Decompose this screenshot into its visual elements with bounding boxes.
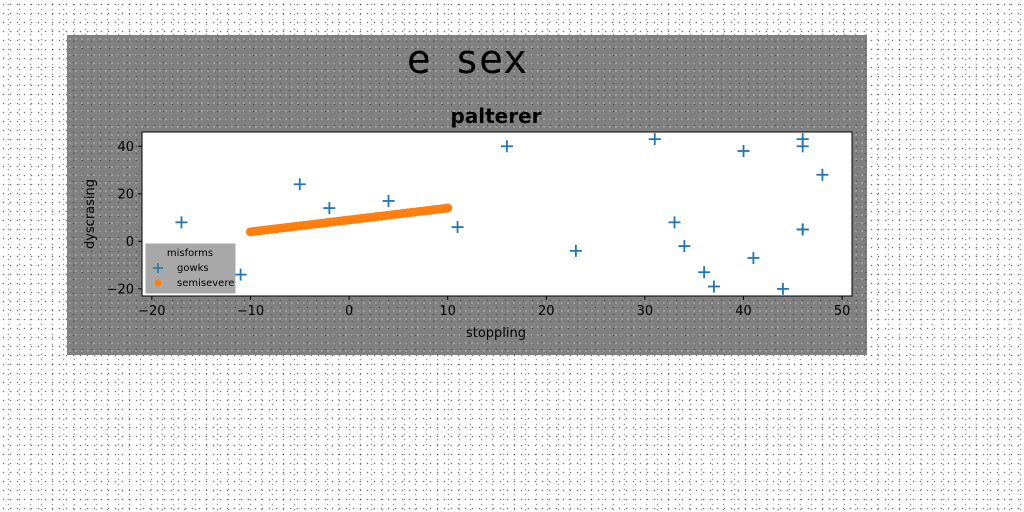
legend-marker-gowks [153, 263, 163, 273]
y-tick-label: −20 [107, 282, 134, 297]
scatter-point-gowks [293, 178, 306, 191]
y-tick-label: 20 [117, 187, 134, 202]
y-tick-label: 40 [117, 140, 134, 155]
scatter-point-gowks [382, 194, 395, 207]
scatter-chart: e sex palterer −20 −10 0 10 20 30 40 50 −20 0 20 4… [83, 37, 853, 341]
scatter-point-gowks [776, 282, 789, 295]
scatter-point-gowks [737, 145, 750, 158]
scatter-point-gowks [698, 266, 711, 279]
scatter-point-gowks [175, 216, 188, 229]
legend-label-semisevere: semisevere [177, 278, 234, 289]
y-axis-label: dyscrasing [83, 179, 98, 249]
scatter-point-gowks [234, 268, 247, 281]
x-tick-label: 50 [834, 304, 851, 319]
scatter-point-gowks [796, 223, 809, 236]
x-tick-label: 10 [439, 304, 456, 319]
x-tick-label: −20 [138, 304, 165, 319]
y-tick-label: 0 [126, 235, 134, 250]
legend: misforms gowks semisevere [145, 243, 236, 294]
chart-title: palterer [450, 104, 541, 128]
legend-title: misforms [167, 248, 213, 259]
data-marks [175, 133, 829, 295]
plot-area [141, 131, 853, 297]
scatter-point-gowks [500, 140, 513, 153]
x-tick-label: 0 [345, 304, 353, 319]
scatter-point-gowks [668, 216, 681, 229]
y-axis: −20 0 20 40 [107, 140, 142, 297]
scatter-point-gowks [678, 240, 691, 253]
scatter-point-gowks [707, 280, 720, 293]
figure-title: e sex [407, 37, 527, 83]
scatter-point-gowks [451, 221, 464, 234]
x-axis-label: stoppling [466, 326, 526, 341]
x-tick-label: −10 [237, 304, 264, 319]
x-tick-label: 30 [637, 304, 654, 319]
figure: e sex palterer −20 −10 0 10 20 30 40 50 −20 0 20 4… [67, 35, 867, 355]
legend-marker-semisevere [154, 279, 162, 287]
x-axis: −20 −10 0 10 20 30 40 50 [138, 296, 850, 319]
scatter-point-gowks [796, 140, 809, 153]
legend-label-gowks: gowks [177, 263, 209, 274]
scatter-point-gowks [569, 244, 582, 257]
scatter-point-gowks [323, 202, 336, 215]
scatter-point-semisevere [443, 203, 453, 213]
scatter-point-gowks [747, 251, 760, 264]
scatter-point-gowks [816, 168, 829, 181]
x-tick-label: 40 [735, 304, 752, 319]
x-tick-label: 20 [538, 304, 555, 319]
scatter-point-gowks [648, 133, 661, 146]
